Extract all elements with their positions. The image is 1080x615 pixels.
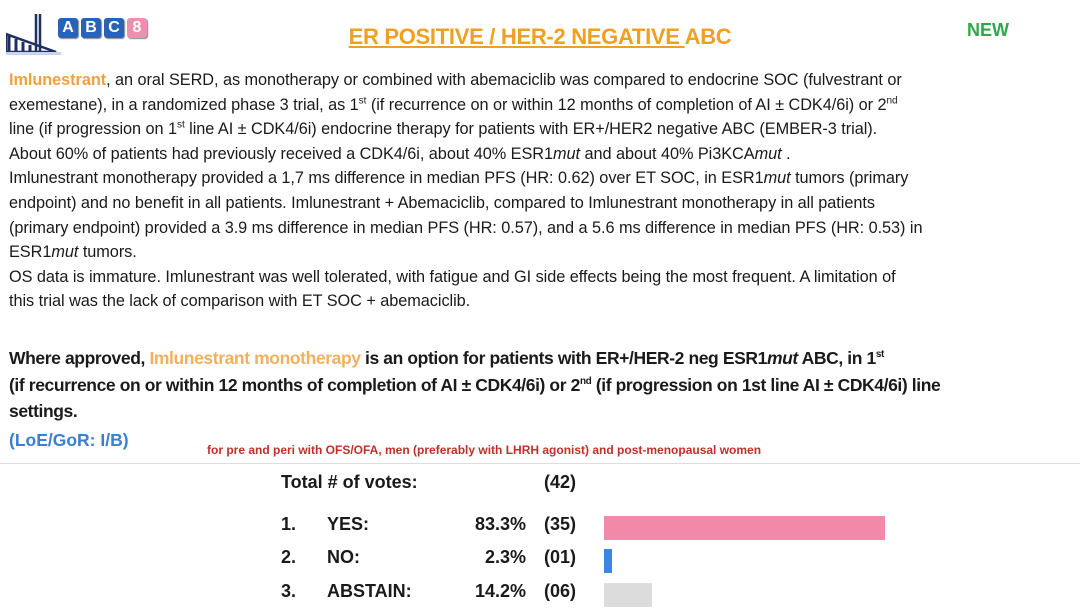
vote-label: NO: (327, 547, 360, 567)
text-segment: Imlunestrant monotherapy (149, 348, 361, 368)
logo-tile: C (104, 18, 124, 38)
text-segment: About 60% of patients had previously rec… (9, 144, 554, 163)
text-line: (if recurrence on or within 12 months of… (9, 372, 1074, 399)
text-segment: (if recurrence on or within 12 months of… (366, 95, 887, 114)
loe-gor: (LoE/GoR: I/B) (9, 430, 129, 450)
vote-number: 3. (281, 581, 297, 601)
title-underlined: ER POSITIVE / HER-2 NEGATIVE (348, 24, 685, 49)
text-segment: is an option for patients with ER+/HER-2… (360, 348, 767, 368)
vote-percent: 14.2% (474, 581, 526, 601)
text-segment: exemestane), in a randomized phase 3 tri… (9, 95, 359, 114)
text-line: Imlunestrant monotherapy provided a 1,7 … (9, 166, 1074, 191)
vote-bar (604, 549, 612, 573)
text-segment: Imlunestrant (9, 71, 107, 89)
vote-percent: 83.3% (474, 514, 526, 534)
vote-label: ABSTAIN: (327, 581, 412, 601)
text-segment: mut (763, 169, 791, 188)
text-segment: ABC, in 1 (797, 348, 877, 368)
vote-count: (06) (544, 581, 577, 601)
text-line: line (if progression on 1st line AI ± CD… (9, 117, 1074, 142)
text-line: this trial was the lack of comparison wi… (9, 289, 1074, 314)
text-line: Imlunestrant, an oral SERD, as monothera… (9, 68, 1074, 93)
vote-number: 2. (281, 547, 297, 567)
vote-count: (35) (544, 514, 577, 534)
text-segment: mut (51, 243, 79, 262)
vote-bar (604, 583, 652, 607)
text-segment: tumors. (78, 243, 137, 262)
slide-title: ER POSITIVE / HER-2 NEGATIVE ABC (0, 24, 1080, 50)
text-segment: nd (886, 95, 898, 107)
text-segment: mut (553, 144, 581, 163)
text-segment: line AI ± CDK4/6i) endocrine therapy for… (184, 120, 878, 139)
text-segment: st (358, 95, 367, 107)
total-votes-label: Total # of votes: (281, 472, 418, 492)
logo-tile: B (81, 18, 101, 38)
vote-label: YES: (327, 514, 370, 534)
text-segment: and about 40% Pi3KCA (580, 144, 755, 163)
recommendation: Where approved, Imlunestrant monotherapy… (9, 345, 1074, 425)
text-segment: , an oral SERD, as monotherapy or combin… (106, 71, 902, 89)
vote-count: (01) (544, 547, 577, 567)
text-segment: line (if progression on 1 (9, 120, 177, 139)
text-segment: tumors (primary (790, 169, 909, 188)
text-segment: OS data is immature. Imlunestrant was we… (9, 267, 896, 286)
vote-number: 1. (281, 514, 297, 534)
text-segment: Imlunestrant monotherapy provided a 1,7 … (9, 169, 764, 188)
text-segment: endpoint) and no benefit in all patients… (9, 193, 875, 212)
text-line: OS data is immature. Imlunestrant was we… (9, 265, 1074, 290)
vote-bar (604, 516, 885, 540)
text-segment: nd (579, 375, 592, 387)
abc8-logo: A B C 8 (6, 12, 166, 57)
text-line: About 60% of patients had previously rec… (9, 142, 1074, 167)
text-line: (primary endpoint) provided a 3.9 ms dif… (9, 216, 1074, 241)
title-rest: ABC (684, 24, 732, 49)
population-note: for pre and peri with OFS/OFA, men (pref… (207, 443, 762, 457)
text-segment: settings. (9, 401, 78, 421)
text-segment: (if recurrence on or within 12 months of… (9, 374, 580, 395)
text-line: endpoint) and no benefit in all patients… (9, 191, 1074, 216)
text-segment: Where approved, (9, 348, 150, 368)
total-votes-value: (42) (544, 472, 577, 492)
text-segment: st (875, 349, 884, 361)
text-segment: ESR1 (9, 243, 52, 262)
new-badge: NEW (967, 20, 1009, 40)
logo-tile: 8 (127, 18, 147, 38)
summary-paragraph: Imlunestrant, an oral SERD, as monothera… (9, 68, 1074, 314)
text-segment: (if progression on 1st line AI ± CDK4/6i… (591, 374, 941, 395)
logo-tile: A (58, 18, 78, 38)
text-segment: . (781, 144, 791, 163)
divider (0, 463, 1080, 464)
text-segment: this trial was the lack of comparison wi… (9, 292, 471, 311)
text-segment: mut (754, 144, 782, 163)
text-line: exemestane), in a randomized phase 3 tri… (9, 93, 1074, 118)
text-line: Where approved, Imlunestrant monotherapy… (9, 345, 1074, 372)
text-segment: (primary endpoint) provided a 3.9 ms dif… (9, 218, 923, 237)
text-line: settings. (9, 398, 1074, 425)
text-segment: mut (766, 348, 798, 368)
bridge-logo-icon (6, 14, 61, 55)
text-segment: st (177, 119, 185, 131)
vote-percent: 2.3% (484, 547, 526, 567)
text-line: ESR1mut tumors. (9, 240, 1074, 265)
